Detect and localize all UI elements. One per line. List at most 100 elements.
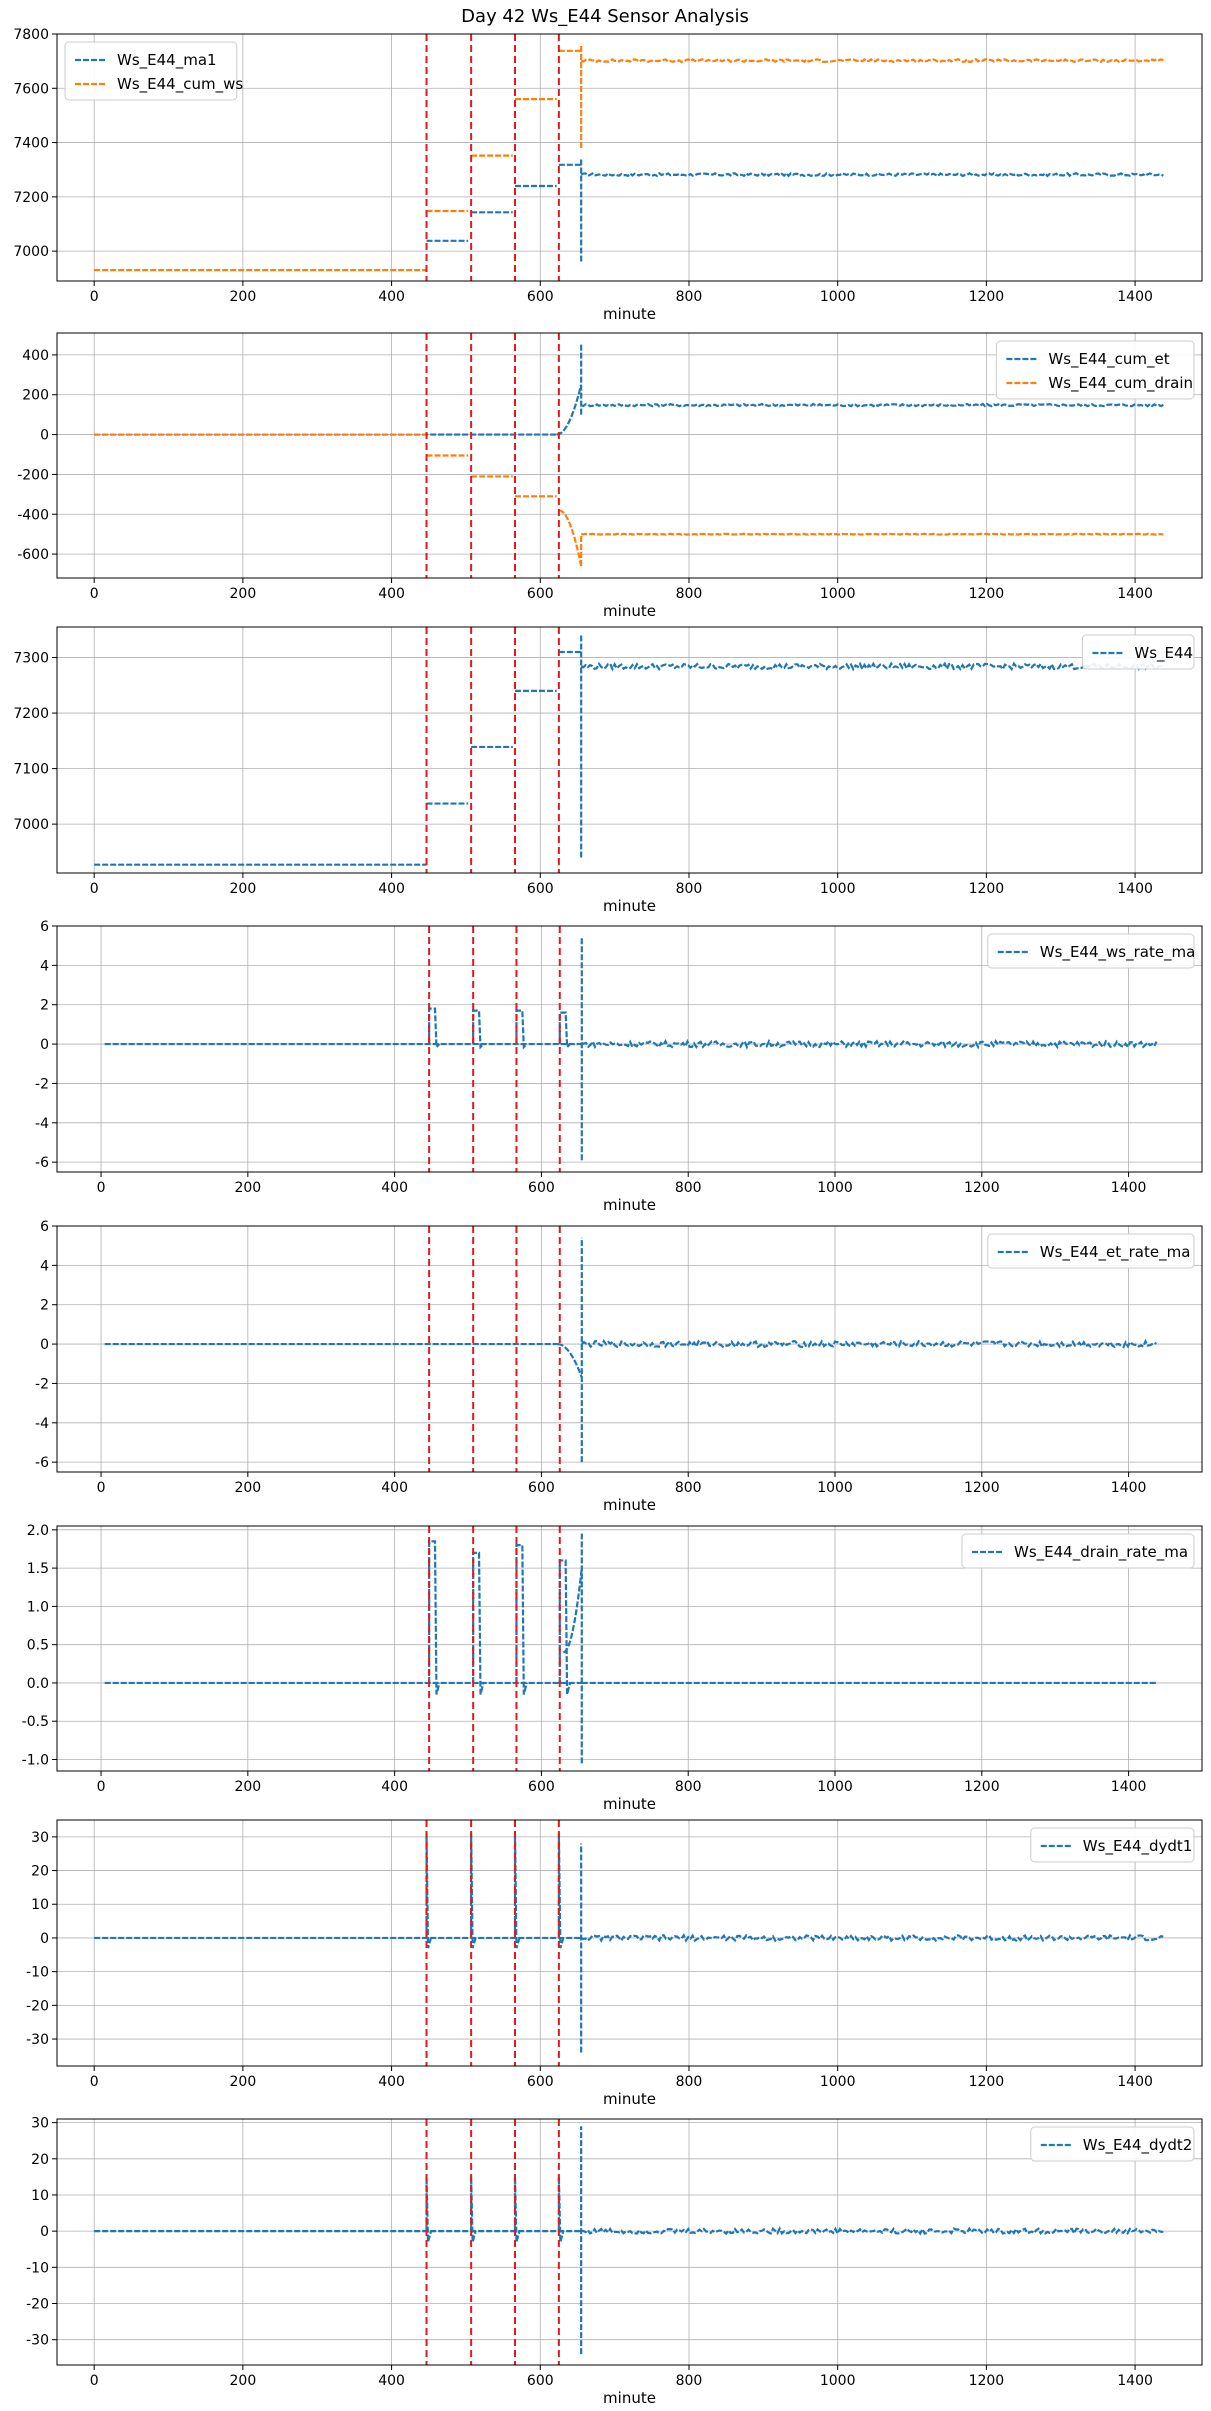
axes-frame [56,332,1203,579]
series-line-Ws_E44_cum_drain [94,433,1164,567]
y-tick-label: -10 [26,1965,49,1981]
x-axis-label: minute [603,897,656,915]
panel-2: 0 200 400 600 800 1000 1200 1400 -600 -400 -200 0 20… [17,332,1203,620]
y-tick-label: 7200 [13,706,49,722]
axes-frame [56,2118,1203,2366]
legend-label: Ws_E44_cum_ws [117,75,243,94]
y-tick-label: -4 [35,1116,49,1132]
legend-label: Ws_E44_dydt2 [1083,2136,1193,2155]
series-line-Ws_E44_ma1 [426,157,1164,262]
y-tick-label: 10 [31,1897,49,1913]
y-tick-label: -6 [35,1155,49,1171]
axes-frame [56,33,1203,282]
panel-6: 0 200 400 600 800 1000 1200 1400 -1.0 -0.5 0.0 0.5 1… [22,1523,1203,1813]
figure-title: Day 42 Ws_E44 Sensor Analysis [461,6,749,27]
legend-label: Ws_E44_dydt1 [1083,1837,1193,1856]
x-tick-label: 1200 [964,1480,1000,1496]
x-tick-label: 600 [528,1480,555,1496]
x-tick-label: 800 [675,1779,702,1795]
legend-box [995,340,1195,400]
y-tick-label: -20 [26,1998,49,2014]
x-tick-label: 1000 [817,1180,853,1196]
x-axis-label: minute [603,2090,656,2108]
x-tick-label: 800 [675,1180,702,1196]
x-tick-label: 400 [378,289,405,305]
y-tick-label: -10 [26,2260,49,2276]
x-tick-label: 0 [97,1180,106,1196]
y-tick-label: 30 [31,2116,49,2132]
y-tick-label: 0 [40,1337,49,1353]
plot-area [104,1526,1157,1771]
axes-frame [56,626,1203,874]
x-tick-label: 400 [378,2373,405,2389]
y-tick-label: 2 [40,998,49,1014]
series-line-Ws_E44_ws_rate_ma [104,937,1158,1161]
panel-8: 0 200 400 600 800 1000 1200 1400 -30 -20 -10 0 10 20 3… [26,2116,1203,2407]
axes-frame [56,925,1203,1173]
y-tick-label: 0 [40,2224,49,2240]
x-tick-label: 400 [381,1480,408,1496]
panel-1: 0 200 400 600 800 1000 1200 1400 7000 7200 7400 760… [13,27,1203,323]
legend-label: Ws_E44_ma1 [117,51,217,70]
legend-box [1081,634,1195,670]
x-tick-label: 1400 [1117,2373,1153,2389]
x-axis-label: minute [603,305,656,323]
x-tick-label: 1000 [820,2373,856,2389]
y-tick-label: 6 [40,919,49,935]
x-tick-label: 400 [378,2074,405,2090]
x-tick-label: 200 [230,2074,257,2090]
x-tick-label: 200 [230,2373,257,2389]
x-axis-label: minute [603,2389,656,2407]
y-tick-label: -2 [35,1076,49,1092]
legend-box [987,1233,1195,1269]
x-tick-label: 200 [234,1779,261,1795]
y-tick-label: 0.5 [27,1638,49,1654]
y-tick-label: 0.0 [27,1676,49,1692]
y-tick-label: 7400 [13,136,49,152]
y-tick-label: -6 [35,1455,49,1471]
x-tick-label: 1400 [1111,1180,1147,1196]
panel-5: 0 200 400 600 800 1000 1200 1400 -6 -4 -2 0 2 4 6 minut… [35,1219,1203,1514]
x-axis-label: minute [603,1795,656,1813]
y-tick-label: 1.0 [27,1599,49,1615]
x-tick-label: 600 [527,586,554,602]
plot-area [94,333,1164,578]
y-tick-label: 6 [40,1219,49,1235]
x-tick-label: 400 [378,586,405,602]
x-tick-label: 1200 [969,586,1005,602]
x-axis-label: minute [603,1196,656,1214]
x-tick-label: 800 [676,586,703,602]
x-tick-label: 1400 [1111,1480,1147,1496]
x-axis-label: minute [603,1496,656,1514]
x-tick-label: 400 [381,1180,408,1196]
x-tick-label: 400 [381,1779,408,1795]
x-tick-label: 600 [528,1180,555,1196]
series-line-Ws_E44_drain_rate_ma [104,1533,1157,1764]
x-tick-label: 0 [97,1779,106,1795]
x-tick-label: 800 [676,2373,703,2389]
legend-label: Ws_E44_ws_rate_ma [1040,943,1196,962]
series-line-Ws_E44_cum_ws [94,44,1164,272]
y-tick-label: 0 [40,428,49,444]
axes-frame [56,1225,1203,1473]
series-line-Ws_E44_et_rate_ma [104,1237,1157,1463]
x-tick-label: 600 [527,2373,554,2389]
y-tick-label: -2 [35,1376,49,1392]
legend-box [961,1533,1195,1569]
x-tick-label: 800 [676,289,703,305]
y-tick-label: 200 [22,388,49,404]
x-tick-label: 200 [230,586,257,602]
y-tick-label: -600 [17,547,49,563]
series-line-Ws_E44_cum_et [94,342,1164,436]
x-tick-label: 800 [676,881,703,897]
y-tick-label: 0 [40,1931,49,1947]
x-axis-label: minute [603,602,656,620]
x-tick-label: 1000 [820,586,856,602]
x-tick-label: 1200 [964,1779,1000,1795]
x-tick-label: 0 [90,586,99,602]
x-tick-label: 1400 [1117,586,1153,602]
y-tick-label: 1.5 [27,1561,49,1577]
x-tick-label: 600 [527,2074,554,2090]
y-tick-label: 20 [31,1864,49,1880]
